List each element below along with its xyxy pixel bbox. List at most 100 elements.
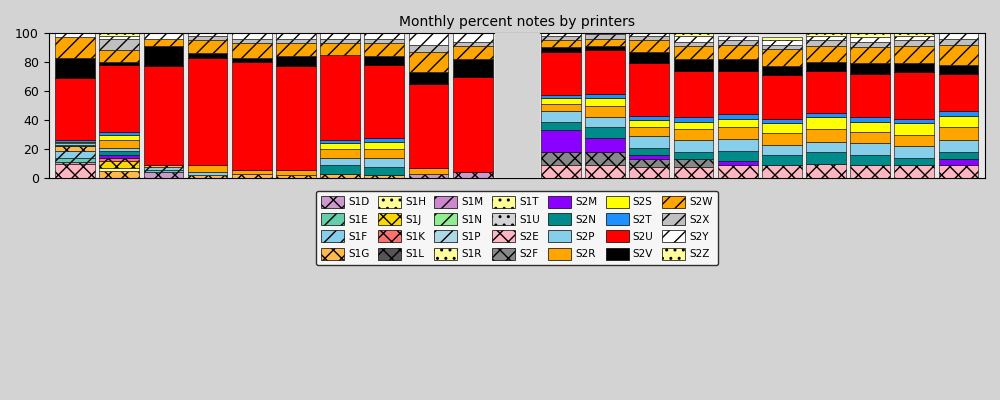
Bar [276, 66, 316, 170]
Bar [364, 138, 404, 142]
Bar [144, 167, 183, 170]
Bar [144, 39, 183, 46]
Bar [364, 142, 404, 149]
Bar [939, 74, 978, 111]
Bar [850, 132, 890, 143]
Bar [806, 62, 846, 71]
Bar [718, 114, 758, 119]
Bar [55, 140, 95, 142]
Bar [718, 44, 758, 59]
Bar [585, 106, 625, 117]
Bar [320, 165, 360, 174]
Bar [939, 111, 978, 116]
Bar [806, 36, 846, 40]
Bar [850, 143, 890, 155]
Bar [144, 170, 183, 172]
Bar [762, 133, 802, 145]
Bar [762, 119, 802, 123]
Bar [55, 143, 95, 145]
Bar [629, 136, 669, 148]
Bar [806, 129, 846, 142]
Bar [674, 33, 713, 36]
Bar [674, 59, 713, 71]
Bar [188, 172, 227, 175]
Bar [99, 161, 139, 168]
Bar [629, 40, 669, 52]
Bar [629, 64, 669, 116]
Bar [894, 46, 934, 64]
Bar [674, 140, 713, 152]
Bar [939, 159, 978, 165]
Bar [55, 33, 95, 37]
Bar [850, 33, 890, 37]
Bar [55, 146, 95, 151]
Bar [188, 58, 227, 165]
Bar [364, 43, 404, 56]
Bar [364, 39, 404, 43]
Bar [364, 65, 404, 138]
Bar [55, 37, 95, 58]
Bar [541, 111, 581, 122]
Bar [320, 33, 360, 39]
Bar [409, 72, 448, 84]
Bar [850, 155, 890, 165]
Bar [55, 145, 95, 146]
Bar [850, 37, 890, 42]
Bar [939, 140, 978, 152]
Bar [144, 33, 183, 39]
Bar [718, 36, 758, 40]
Bar [276, 170, 316, 175]
Bar [894, 146, 934, 158]
Legend: S1D, S1E, S1F, S1G, S1H, S1J, S1K, S1L, S1M, S1N, S1P, S1R, S1T, S1U, S2E, S2F, : S1D, S1E, S1F, S1G, S1H, S1J, S1K, S1L, … [316, 191, 718, 265]
Bar [541, 36, 581, 40]
Bar [806, 164, 846, 178]
Bar [718, 139, 758, 151]
Bar [320, 39, 360, 43]
Bar [762, 37, 802, 40]
Bar [409, 168, 448, 174]
Bar [939, 127, 978, 140]
Bar [409, 33, 448, 44]
Bar [806, 46, 846, 62]
Bar [453, 46, 493, 59]
Bar [99, 33, 139, 36]
Bar [144, 165, 183, 167]
Bar [762, 66, 802, 75]
Bar [806, 71, 846, 113]
Bar [409, 44, 448, 52]
Bar [55, 78, 95, 140]
Bar [453, 42, 493, 46]
Bar [320, 143, 360, 149]
Bar [806, 113, 846, 117]
Bar [320, 43, 360, 55]
Bar [850, 165, 890, 178]
Bar [453, 33, 493, 42]
Bar [629, 33, 669, 36]
Bar [99, 50, 139, 62]
Bar [718, 59, 758, 71]
Bar [894, 165, 934, 178]
Bar [939, 152, 978, 159]
Bar [99, 151, 139, 155]
Bar [188, 36, 227, 40]
Bar [806, 152, 846, 164]
Bar [939, 116, 978, 127]
Bar [144, 46, 183, 66]
Bar [99, 158, 139, 161]
Bar [585, 39, 625, 46]
Bar [144, 66, 183, 165]
Bar [364, 149, 404, 158]
Bar [674, 152, 713, 159]
Bar [99, 148, 139, 151]
Bar [585, 32, 625, 34]
Bar [188, 175, 227, 178]
Bar [541, 98, 581, 104]
Bar [99, 171, 139, 178]
Bar [762, 155, 802, 165]
Bar [364, 175, 404, 178]
Bar [320, 149, 360, 158]
Bar [99, 135, 139, 140]
Bar [232, 33, 272, 39]
Bar [762, 44, 802, 49]
Bar [55, 164, 95, 178]
